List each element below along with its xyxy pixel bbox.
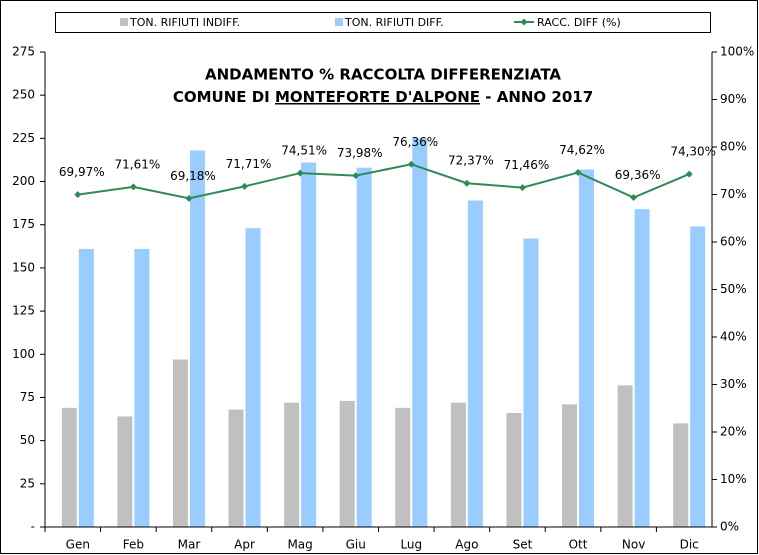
line [77, 163, 690, 200]
x-tick-label: Feb [123, 538, 144, 552]
y-tick-label: 175 [12, 217, 35, 231]
x-tick-label: Set [513, 538, 533, 552]
bar [356, 167, 372, 527]
y-tick-label: 225 [12, 131, 35, 145]
data-label: 74,51% [281, 144, 327, 158]
legend-swatch [520, 18, 528, 26]
line-marker [352, 172, 360, 180]
line-marker [185, 194, 193, 202]
bar [450, 402, 466, 527]
legend-swatch [120, 18, 128, 26]
bar [284, 402, 300, 527]
bar [134, 248, 150, 527]
bar [245, 228, 261, 527]
bar [506, 413, 522, 527]
y2-tick-label: 70% [720, 187, 747, 201]
y2-tick-label: 40% [720, 330, 747, 344]
legend-label: TON. RIFIUTI DIFF. [344, 16, 444, 29]
bar [579, 169, 595, 528]
line-marker [518, 184, 526, 192]
y-tick-label: 75 [20, 390, 35, 404]
y2-tick-label: 50% [720, 282, 747, 296]
x-tick-label: Lug [400, 538, 422, 552]
data-label: 73,98% [337, 146, 383, 160]
data-label: 69,36% [615, 168, 661, 182]
y-tick-label: 100 [12, 347, 35, 361]
chart-subtitle: COMUNE DI MONTEFORTE D'ALPONE - ANNO 201… [173, 88, 593, 106]
x-tick-label: Gen [66, 538, 90, 552]
y-tick-label: 125 [12, 304, 35, 318]
y-tick-label: 275 [12, 45, 35, 59]
legend-label: TON. RIFIUTI INDIFF. [129, 16, 240, 29]
data-label: 72,37% [448, 154, 494, 168]
data-label: 69,97% [59, 165, 105, 179]
legend-box [55, 12, 711, 33]
y2-tick-label: 60% [720, 235, 747, 249]
subtitle-part: COMUNE DI [173, 88, 275, 106]
y-tick-label: 250 [12, 88, 35, 102]
y2-tick-label: 90% [720, 92, 747, 106]
line-marker [463, 179, 471, 187]
x-tick-label: Apr [234, 538, 255, 552]
line-marker [630, 194, 638, 202]
x-tick-label: Mar [178, 538, 201, 552]
x-tick-label: Ago [455, 538, 478, 552]
y-tick-label: 25 [20, 476, 35, 490]
data-label: 74,62% [559, 143, 605, 157]
data-label: 69,18% [170, 169, 216, 183]
line-marker [685, 170, 693, 178]
bar [467, 200, 483, 527]
line-marker [241, 182, 249, 190]
data-label: 74,30% [670, 145, 716, 159]
y2-tick-label: 100% [720, 45, 754, 59]
bar [78, 248, 94, 527]
y2-tick-label: 80% [720, 140, 747, 154]
y-tick-label: 200 [12, 174, 35, 188]
legend-label: RACC. DIFF (%) [537, 16, 621, 29]
line-marker [407, 160, 415, 168]
x-tick-label: Mag [287, 538, 312, 552]
line-marker [574, 169, 582, 177]
y2-tick-label: 30% [720, 377, 747, 391]
bar [523, 238, 539, 527]
y2-tick-label: 10% [720, 472, 747, 486]
data-label: 71,46% [504, 158, 550, 172]
line-marker [74, 191, 82, 199]
bar [673, 423, 689, 527]
y2-tick-label: 20% [720, 425, 747, 439]
chart-title: ANDAMENTO % RACCOLTA DIFFERENZIATA [205, 66, 561, 84]
x-tick-label: Ott [569, 538, 588, 552]
bar [301, 162, 317, 527]
bar [690, 226, 706, 528]
data-label: 71,71% [226, 157, 272, 171]
bar [189, 150, 205, 528]
x-tick-label: Dic [680, 538, 699, 552]
data-label: 76,36% [392, 135, 438, 149]
y-tick-label: 50 [20, 433, 35, 447]
bar [172, 359, 188, 527]
y2-tick-label: 0% [720, 520, 739, 534]
bar [617, 385, 633, 527]
data-label: 71,61% [114, 157, 160, 171]
bar [339, 400, 355, 527]
x-tick-label: Nov [622, 538, 645, 552]
bar [61, 407, 77, 527]
line-marker [296, 169, 304, 177]
y-tick-label: - [31, 520, 35, 534]
bar [562, 404, 578, 527]
y-tick-label: 150 [12, 260, 35, 274]
bar [634, 209, 650, 527]
x-tick-label: Giu [346, 538, 366, 552]
subtitle-part: - ANNO 2017 [480, 88, 593, 106]
line-marker [129, 183, 137, 191]
subtitle-part: MONTEFORTE D'ALPONE [275, 88, 480, 106]
bar [228, 409, 244, 527]
legend-swatch [335, 18, 343, 26]
bar [412, 138, 428, 527]
bar [395, 407, 411, 527]
bar [117, 416, 133, 527]
